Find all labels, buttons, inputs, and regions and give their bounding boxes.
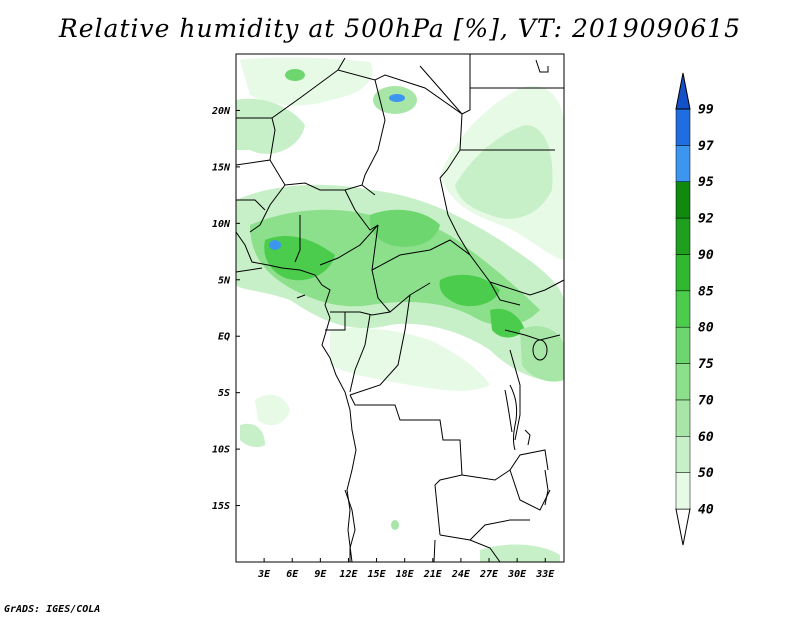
humidity-region-north	[240, 57, 373, 106]
colorbar-box	[675, 181, 691, 219]
longitude-axis: 3E 6E 9E 12E 15E 18E 21E 24E 27E 30E 33E	[257, 558, 555, 580]
colorbar-box	[675, 290, 691, 328]
lat-tick-label: 20N	[211, 106, 231, 117]
lon-tick-label: 9E	[314, 569, 327, 580]
colorbar-level-label: 60	[698, 430, 714, 445]
colorbar-level-label: 80	[698, 321, 714, 336]
border-north	[236, 69, 463, 179]
map-frame	[235, 53, 565, 563]
lon-tick-label: 30E	[507, 569, 527, 580]
colorbar-level-label: 92	[698, 212, 714, 227]
lon-tick-label: 21E	[423, 569, 443, 580]
country-borders	[236, 54, 564, 562]
colorbar-box	[675, 217, 691, 255]
humidity-blob-nc-core	[389, 94, 405, 102]
humidity-region-congo	[330, 328, 490, 391]
humidity-field	[236, 57, 564, 562]
lon-tick-label: 15E	[368, 569, 387, 580]
lat-tick-label: EQ	[218, 332, 230, 343]
lat-tick-label: 10S	[212, 445, 230, 456]
lat-tick-label: 15S	[212, 501, 230, 512]
colorbar-box	[675, 399, 691, 437]
lon-tick-label: 27E	[479, 569, 499, 580]
lon-tick-label: 3E	[257, 569, 271, 580]
plot-title: Relative humidity at 500hPa [%], VT: 201…	[58, 14, 742, 43]
colorbar-level-label: 40	[698, 503, 714, 518]
colorbar-level-label: 50	[698, 466, 714, 481]
humidity-region-ne-inner	[455, 125, 553, 219]
colorbar-box	[675, 472, 691, 510]
lon-tick-label: 24E	[451, 569, 471, 580]
colorbar-box	[675, 436, 691, 473]
colorbar-box	[675, 145, 691, 182]
grads-credit: GrADS: IGES/COLA	[4, 604, 101, 615]
lat-tick-label: 5N	[218, 275, 231, 286]
lat-tick-label: 5S	[218, 388, 230, 399]
lon-tick-label: 18E	[396, 569, 415, 580]
latitude-axis: 20N 15N 10N 5N EQ 5S 10S 15S	[211, 106, 240, 512]
lon-tick-label: 33E	[535, 569, 555, 580]
colorbar-level-label: 97	[698, 139, 714, 154]
colorbar-box	[675, 254, 691, 292]
colorbar-level-label: 90	[698, 248, 714, 263]
colorbar-level-label: 75	[698, 357, 714, 372]
colorbar-level-label: 99	[698, 103, 714, 118]
lon-tick-label: 6E	[286, 569, 299, 580]
colorbar: 40 50 60 70 75 80 85 90 92 95 97 99	[675, 72, 714, 546]
lat-tick-label: 15N	[212, 162, 231, 173]
lon-tick-label: 12E	[339, 569, 358, 580]
colorbar-upper-triangle	[675, 72, 691, 110]
colorbar-level-label: 95	[698, 175, 714, 190]
colorbar-box	[675, 108, 691, 146]
humidity-region-north2	[236, 98, 305, 154]
colorbar-lower-triangle	[675, 508, 691, 546]
coastline	[236, 59, 549, 562]
coast-west-africa	[236, 231, 357, 562]
colorbar-level-label: 85	[698, 284, 714, 299]
colorbar-box	[675, 326, 691, 364]
colorbar-box	[675, 363, 691, 401]
lat-tick-label: 10N	[212, 219, 231, 230]
colorbar-level-label: 70	[698, 393, 714, 408]
